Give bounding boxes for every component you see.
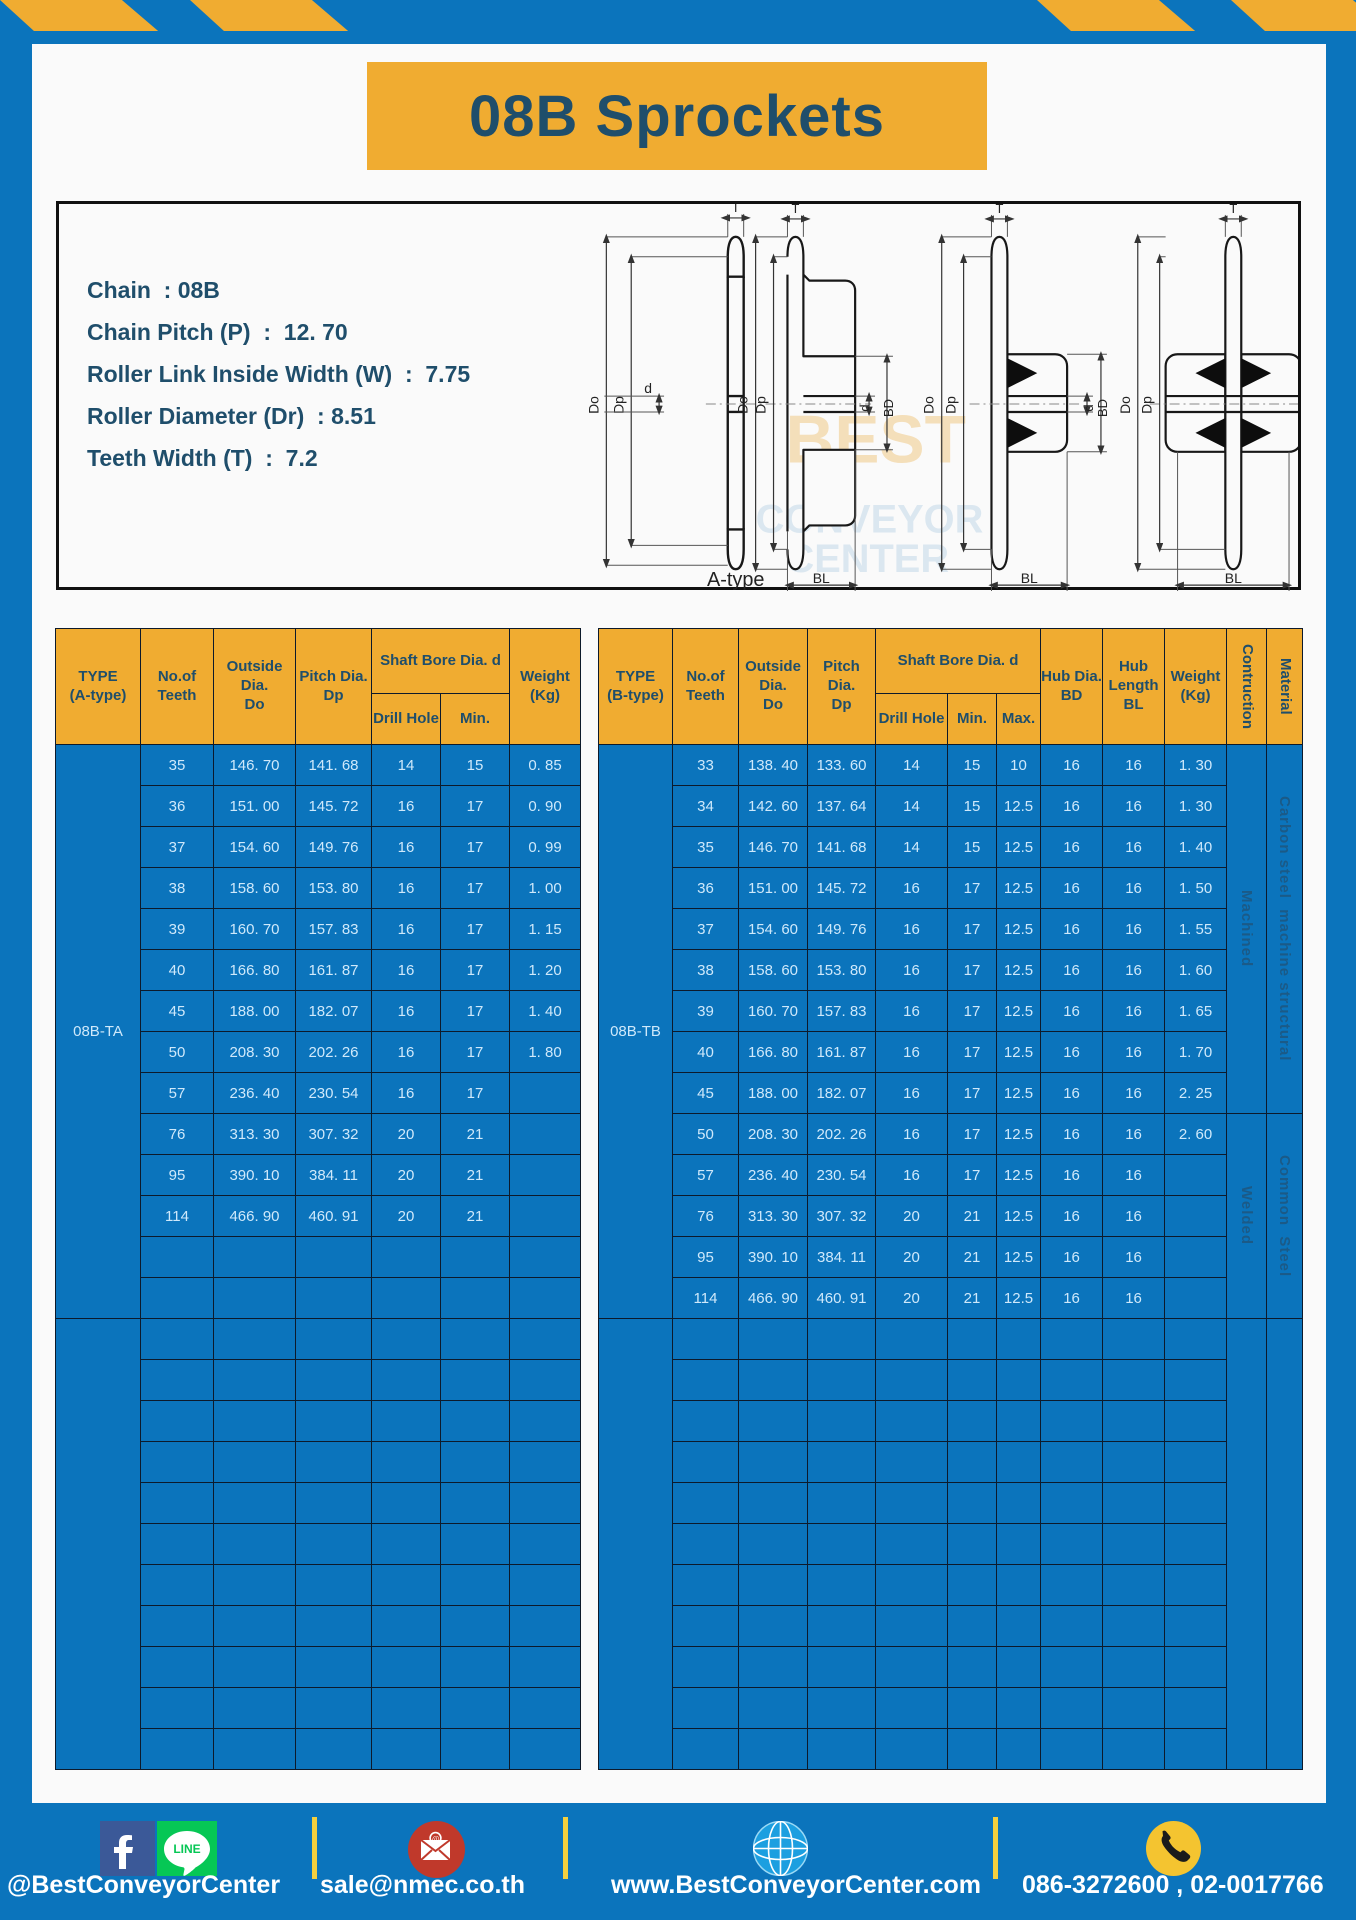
svg-text:Do: Do bbox=[921, 396, 937, 414]
svg-text:d: d bbox=[857, 404, 872, 411]
svg-text:Dp: Dp bbox=[753, 396, 769, 414]
svg-text:BD: BD bbox=[1095, 399, 1110, 417]
svg-text:BL: BL bbox=[813, 570, 830, 586]
svg-text:T: T bbox=[791, 204, 799, 216]
svg-text:BD: BD bbox=[881, 399, 896, 417]
svg-text:@: @ bbox=[432, 1835, 439, 1844]
svg-text:BL: BL bbox=[1021, 570, 1038, 586]
svg-text:Dp: Dp bbox=[610, 396, 626, 414]
svg-text:CENTER: CENTER bbox=[785, 537, 949, 581]
svg-text:Do: Do bbox=[1117, 396, 1133, 414]
svg-text:T: T bbox=[995, 204, 1003, 216]
svg-text:Do: Do bbox=[585, 396, 601, 414]
svg-text:Do: Do bbox=[735, 396, 751, 414]
svg-text:Dp: Dp bbox=[1139, 396, 1155, 414]
svg-text:T: T bbox=[1229, 204, 1237, 216]
svg-text:BL: BL bbox=[1225, 570, 1242, 586]
svg-text:T: T bbox=[732, 204, 740, 215]
svg-text:LINE: LINE bbox=[173, 1842, 200, 1856]
svg-text:Dp: Dp bbox=[943, 396, 959, 414]
svg-text:d: d bbox=[644, 380, 652, 396]
svg-text:d: d bbox=[1081, 404, 1096, 411]
svg-text:CONVEYOR: CONVEYOR bbox=[756, 497, 984, 541]
svg-text:A-type: A-type bbox=[707, 569, 765, 591]
